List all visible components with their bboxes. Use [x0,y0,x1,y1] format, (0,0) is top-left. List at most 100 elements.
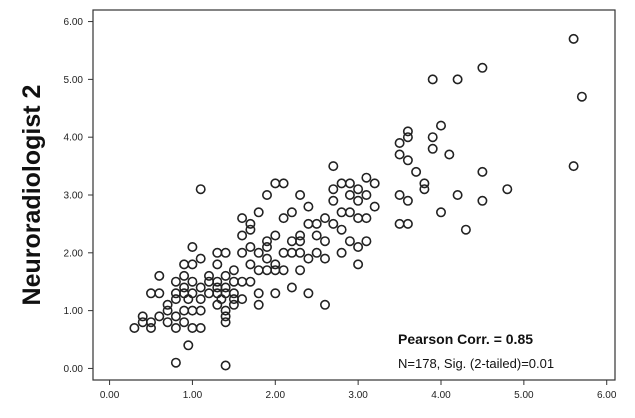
scatter-point [228,265,239,276]
scatter-point [328,184,339,195]
scatter-point [253,288,264,299]
y-tick-label: 5.00 [64,75,84,86]
x-tick-label: 0.00 [100,390,120,401]
scatter-point [419,178,430,189]
scatter-point [270,259,281,270]
scatter-point [146,317,157,328]
scatter-point [311,247,322,258]
scatter-point [427,143,438,154]
scatter-point [245,276,256,287]
scatter-point [228,288,239,299]
scatter-point [179,270,190,281]
scatter-point [427,74,438,85]
scatter-point [195,305,206,316]
scatter-point [278,213,289,224]
scatter-point [137,311,148,322]
scatter-point [311,218,322,229]
scatter-point [328,161,339,172]
scatter-point [253,299,264,310]
scatter-point [187,259,198,270]
scatter-point [361,213,372,224]
scatter-point [237,213,248,224]
scatter-point [394,190,405,201]
scatter-point [204,270,215,281]
scatter-point [344,207,355,218]
scatter-point [270,230,281,241]
stats-annotation: N=178, Sig. (2-tailed)=0.01 [398,356,554,371]
scatter-point [303,288,314,299]
scatter-point [295,265,306,276]
scatter-point [220,282,231,293]
scatter-point [253,207,264,218]
scatter-point [129,322,140,333]
x-tick-label: 4.00 [431,390,451,401]
scatter-point [502,184,513,195]
scatter-point [328,218,339,229]
scatter-point [460,224,471,235]
y-tick-label: 6.00 [64,17,84,28]
scatter-point [179,317,190,328]
scatter-points [129,33,587,371]
scatter-point [319,236,330,247]
x-tick-label: 1.00 [183,390,203,401]
scatter-point [195,184,206,195]
scatter-point [245,218,256,229]
scatter-point [162,305,173,316]
scatter-point [361,190,372,201]
scatter-point [237,247,248,258]
scatter-point [195,294,206,305]
y-tick-label: 1.00 [64,306,84,317]
scatter-point [154,288,165,299]
scatter-point [237,230,248,241]
scatter-point [568,161,579,172]
scatter-point [195,253,206,264]
scatter-point [353,195,364,206]
scatter-point [295,236,306,247]
x-tick-label: 3.00 [348,390,368,401]
y-tick-label: 0.00 [64,364,84,375]
scatter-point [278,178,289,189]
scatter-point [261,242,272,253]
scatter-point [576,91,587,102]
y-axis-label-group: Neuroradiologist 2 [18,85,46,306]
scatter-point [261,236,272,247]
scatter-point [344,236,355,247]
scatter-point [477,195,488,206]
scatter-point [245,259,256,270]
scatter-point [253,247,264,258]
y-tick-label: 3.00 [64,191,84,202]
scatter-point [369,178,380,189]
y-axis-label: Neuroradiologist 2 [18,85,46,306]
scatter-point [261,190,272,201]
scatter-point [444,149,455,160]
scatter-point [402,155,413,166]
scatter-point [328,195,339,206]
annotation-group: Pearson Corr. = 0.85 N=178, Sig. (2-tail… [398,331,554,371]
scatter-point [361,172,372,183]
scatter-point [452,74,463,85]
axis-ticks: 0.00 1.00 2.00 3.00 4.00 5.00 6.00 0.00 1.00 2.00… [64,17,617,401]
scatter-point [278,265,289,276]
scatter-point [146,322,157,333]
scatter-point [353,184,364,195]
scatter-point [303,253,314,264]
scatter-point [170,276,181,287]
scatter-point [477,62,488,73]
scatter-point [369,201,380,212]
y-tick-label: 2.00 [64,248,84,259]
scatter-point [402,132,413,143]
scatter-point [427,132,438,143]
scatter-point [195,282,206,293]
scatter-point [402,195,413,206]
scatter-point [237,294,248,305]
scatter-point [344,190,355,201]
scatter-point [162,299,173,310]
scatter-point [336,247,347,258]
scatter-point [179,282,190,293]
x-tick-label: 2.00 [266,390,286,401]
scatter-point [228,299,239,310]
scatter-point [212,276,223,287]
scatter-point [419,184,430,195]
scatter-point [435,120,446,131]
scatter-point [187,276,198,287]
